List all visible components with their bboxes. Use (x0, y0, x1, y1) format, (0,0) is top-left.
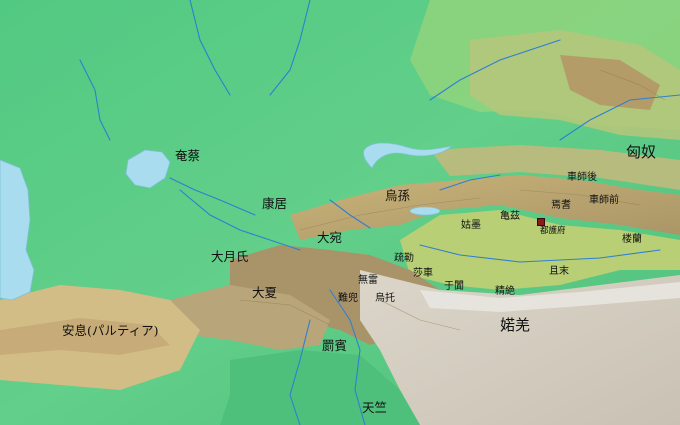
altai-ridge (560, 55, 660, 110)
hindu-kush (170, 285, 330, 350)
label-kangju: 康居 (262, 196, 288, 211)
label-che-shi-qian: 車師前 (589, 195, 619, 206)
tarim-basin (400, 210, 680, 290)
label-tianzhu: 天竺 (362, 400, 388, 415)
issyk-kul (409, 206, 441, 216)
label-xiongnu: 匈奴 (626, 143, 657, 161)
label-guizi: 亀茲 (500, 211, 520, 222)
ridge-lines (239, 69, 666, 331)
indian-plain (220, 350, 420, 425)
label-che-shi-hou: 車師後 (567, 172, 597, 183)
label-jibin: 罽賓 (322, 338, 348, 353)
label-anxi: 安息(パルティア) (62, 323, 159, 338)
label-nandou: 難兜 (338, 293, 358, 304)
label-qiemo: 且末 (549, 266, 569, 277)
lake-balkhash (363, 142, 454, 169)
label-duhufu: 都護府 (540, 226, 566, 236)
label-jingjue: 精絶 (495, 286, 515, 297)
kunlun-ridge (420, 282, 680, 312)
label-yancai: 奄蔡 (175, 148, 201, 163)
rivers (79, 0, 680, 425)
capital-marker (537, 218, 545, 226)
label-wulei: 無雷 (358, 275, 378, 286)
label-daxia: 大夏 (252, 285, 278, 300)
label-gumo: 姑墨 (461, 220, 481, 231)
zagros-ridge (0, 318, 170, 355)
tian-shan-east (430, 145, 680, 190)
label-shule: 疏勒 (394, 253, 414, 264)
label-wutuo: 烏托 (375, 293, 395, 304)
label-ruoqiang: 婼羌 (500, 316, 531, 334)
label-dayuan: 大宛 (317, 230, 343, 245)
tibetan-plateau (360, 270, 680, 425)
label-yutian: 于闐 (444, 281, 464, 292)
label-yanqi: 焉耆 (551, 200, 571, 211)
tian-shan (290, 175, 680, 240)
label-loulan: 楼蘭 (622, 234, 642, 245)
label-dayuezhi: 大月氏 (211, 249, 249, 264)
label-wusun: 烏孫 (385, 188, 411, 203)
label-shache: 莎車 (413, 268, 433, 279)
caspian-sea (0, 159, 35, 301)
aral-sea (125, 149, 171, 189)
